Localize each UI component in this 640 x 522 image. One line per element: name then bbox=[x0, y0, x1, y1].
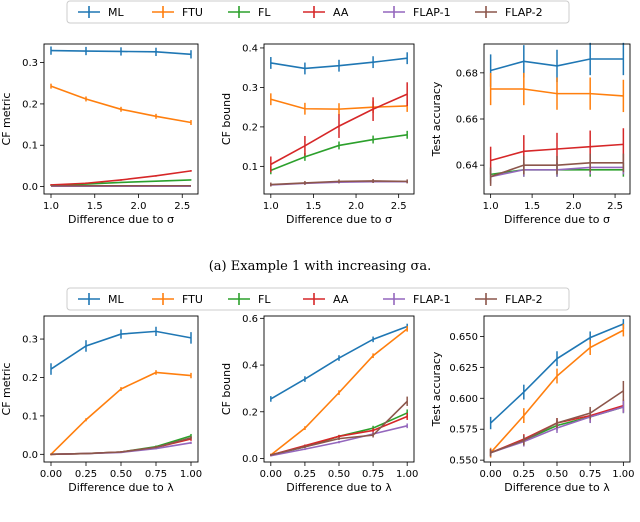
y-tick-label: 0.3 bbox=[242, 83, 258, 94]
y-tick-label: 0.0 bbox=[22, 182, 38, 193]
legend-label-FLAP1: FLAP-1 bbox=[413, 6, 451, 19]
caption-top: (a) Example 1 with increasing σa. bbox=[209, 259, 432, 274]
x-tick-label: 1.00 bbox=[612, 469, 634, 480]
y-axis-label: CF bound bbox=[220, 363, 233, 415]
x-tick-label: 2.0 bbox=[566, 201, 582, 212]
x-axis-label: Difference due to λ bbox=[504, 481, 610, 494]
y-tick-label: 0.575 bbox=[449, 425, 478, 436]
x-axis-label: Difference due to σ bbox=[504, 213, 610, 226]
x-tick-label: 2.5 bbox=[174, 201, 190, 212]
legend-label-AA: AA bbox=[333, 6, 349, 19]
x-tick-label: 0.50 bbox=[546, 469, 568, 480]
y-tick-label: 0.4 bbox=[242, 361, 258, 372]
y-tick-label: 0.1 bbox=[242, 162, 258, 173]
x-axis-label: Difference due to λ bbox=[286, 481, 392, 494]
axes-frame bbox=[43, 43, 199, 195]
legend-label-AA: AA bbox=[333, 293, 349, 306]
legend-label-FLAP1: FLAP-1 bbox=[413, 293, 451, 306]
y-axis-label: Test accuracy bbox=[430, 351, 443, 427]
series-line-FLAP2 bbox=[270, 400, 408, 456]
legend-label-ML: ML bbox=[108, 293, 124, 306]
legend-1: ML FTU FL AA FLAP-1 FLAP-2 bbox=[66, 287, 570, 311]
x-tick-label: 0.00 bbox=[40, 469, 62, 480]
panel-4: 0.00 0.25 0.50 0.75 1.00 0.0 0.2 0.4 0.6 Differen… bbox=[220, 314, 418, 494]
legend-label-FTU: FTU bbox=[182, 293, 203, 306]
x-axis-label: Difference due to σ bbox=[68, 213, 174, 226]
x-tick-label: 2.0 bbox=[348, 201, 364, 212]
axes-frame bbox=[263, 43, 415, 195]
y-tick-label: 0.64 bbox=[456, 161, 478, 172]
x-tick-label: 1.5 bbox=[305, 201, 321, 212]
x-tick-label: 1.00 bbox=[180, 469, 202, 480]
y-axis-label: Test accuracy bbox=[430, 81, 443, 157]
y-tick-label: 0.0 bbox=[22, 450, 38, 461]
legend-label-FLAP2: FLAP-2 bbox=[505, 293, 543, 306]
x-tick-label: 1.0 bbox=[263, 201, 279, 212]
y-tick-label: 0.66 bbox=[456, 115, 478, 126]
y-axis-label: CF metric bbox=[0, 93, 13, 146]
x-tick-label: 0.75 bbox=[362, 469, 384, 480]
y-tick-label: 0.2 bbox=[242, 407, 258, 418]
series-line-FTU bbox=[50, 85, 192, 124]
legend-label-FLAP2: FLAP-2 bbox=[505, 6, 543, 19]
panel-3: 0.00 0.25 0.50 0.75 1.00 0.0 0.1 0.2 0.3 Differen… bbox=[0, 315, 202, 494]
series-line-ML bbox=[270, 325, 408, 400]
x-tick-label: 1.5 bbox=[87, 201, 103, 212]
x-tick-label: 0.25 bbox=[513, 469, 535, 480]
y-tick-label: 0.68 bbox=[456, 68, 478, 79]
y-tick-label: 0.1 bbox=[22, 141, 38, 152]
series-line-FTU bbox=[490, 329, 624, 454]
x-tick-label: 0.25 bbox=[294, 469, 316, 480]
y-tick-label: 0.3 bbox=[22, 58, 38, 69]
x-tick-label: 0.25 bbox=[75, 469, 97, 480]
x-tick-label: 0.00 bbox=[260, 469, 282, 480]
legend-0: ML FTU FL AA FLAP-1 FLAP-2 bbox=[66, 0, 570, 24]
x-tick-label: 1.5 bbox=[524, 201, 540, 212]
x-tick-label: 2.5 bbox=[607, 201, 623, 212]
x-tick-label: 0.50 bbox=[110, 469, 132, 480]
panel-5: 0.00 0.25 0.50 0.75 1.00 0.550 0.575 0.600 0.625… bbox=[430, 315, 634, 494]
y-tick-label: 0.650 bbox=[449, 332, 478, 343]
y-tick-label: 0.600 bbox=[449, 394, 478, 405]
y-axis-label: CF bound bbox=[220, 93, 233, 145]
legend-label-FL: FL bbox=[258, 293, 271, 306]
x-tick-label: 1.00 bbox=[396, 469, 418, 480]
x-tick-label: 0.00 bbox=[480, 469, 502, 480]
x-tick-label: 0.75 bbox=[145, 469, 167, 480]
panel-0: 1.0 1.5 2.0 2.5 0.0 0.1 0.2 0.3 Difference due t… bbox=[0, 43, 199, 226]
x-tick-label: 1.0 bbox=[483, 201, 499, 212]
y-tick-label: 0.6 bbox=[242, 314, 258, 325]
x-tick-label: 2.0 bbox=[131, 201, 147, 212]
legend-label-FL: FL bbox=[258, 6, 271, 19]
series-line-FLAP1 bbox=[270, 425, 408, 457]
legend-label-ML: ML bbox=[108, 6, 124, 19]
legend-label-FTU: FTU bbox=[182, 6, 203, 19]
x-tick-label: 0.50 bbox=[328, 469, 350, 480]
x-tick-label: 2.5 bbox=[391, 201, 407, 212]
x-axis-label: Difference due to λ bbox=[68, 481, 174, 494]
panel-1: 1.0 1.5 2.0 2.5 0.1 0.2 0.3 0.4 Difference due t… bbox=[220, 43, 415, 226]
y-tick-label: 0.4 bbox=[242, 43, 258, 54]
y-tick-label: 0.0 bbox=[242, 454, 258, 465]
y-tick-label: 0.2 bbox=[242, 122, 258, 133]
y-tick-label: 0.2 bbox=[22, 99, 38, 110]
y-tick-label: 0.550 bbox=[449, 456, 478, 467]
x-tick-label: 0.75 bbox=[579, 469, 601, 480]
panel-2: 1.0 1.5 2.0 2.5 0.64 0.66 0.68 Difference due t… bbox=[430, 42, 631, 226]
x-tick-label: 1.0 bbox=[43, 201, 59, 212]
y-tick-label: 0.625 bbox=[449, 363, 478, 374]
x-axis-label: Difference due to σ bbox=[286, 213, 392, 226]
y-tick-label: 0.1 bbox=[22, 411, 38, 422]
y-tick-label: 0.3 bbox=[22, 335, 38, 346]
y-axis-label: CF metric bbox=[0, 363, 13, 416]
y-tick-label: 0.2 bbox=[22, 373, 38, 384]
